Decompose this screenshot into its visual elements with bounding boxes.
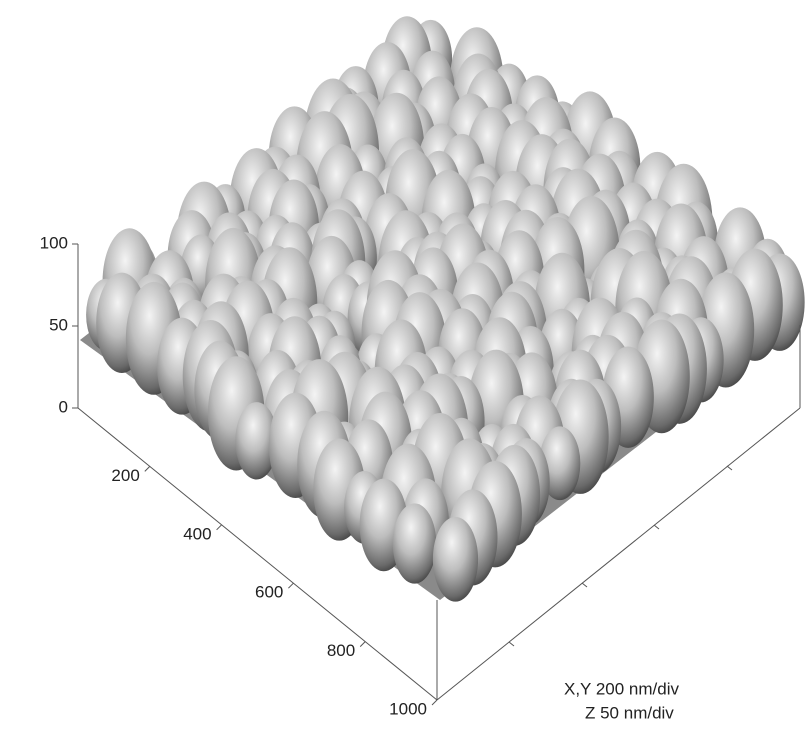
x-tick-label: 200 [111, 466, 139, 485]
surface-bump [433, 517, 478, 602]
x-tick-label: 800 [327, 641, 355, 660]
x-tick-label: 400 [183, 524, 211, 543]
x-tick [145, 466, 150, 471]
y-tick [509, 642, 514, 646]
x-tick-label: 600 [255, 583, 283, 602]
y-tick [727, 466, 732, 470]
x-tick [360, 642, 365, 647]
x-tick [288, 583, 293, 588]
surface [80, 16, 805, 601]
y-tick [654, 525, 659, 529]
chart: 0 50 100 200 400 600 800 1000 X,Y 200 nm/div Z … [0, 0, 808, 734]
y-tick [582, 583, 587, 587]
x-tick [217, 525, 222, 530]
surface-bump [393, 503, 436, 583]
annotation: X,Y 200 nm/div [564, 679, 679, 698]
z-tick-label: 100 [40, 233, 68, 252]
z-tick-label: 50 [49, 315, 68, 334]
annotation: Z 50 nm/div [585, 703, 674, 722]
x-tick [432, 700, 437, 705]
z-tick-label: 0 [59, 397, 68, 416]
x-tick-label: 1000 [389, 699, 427, 718]
